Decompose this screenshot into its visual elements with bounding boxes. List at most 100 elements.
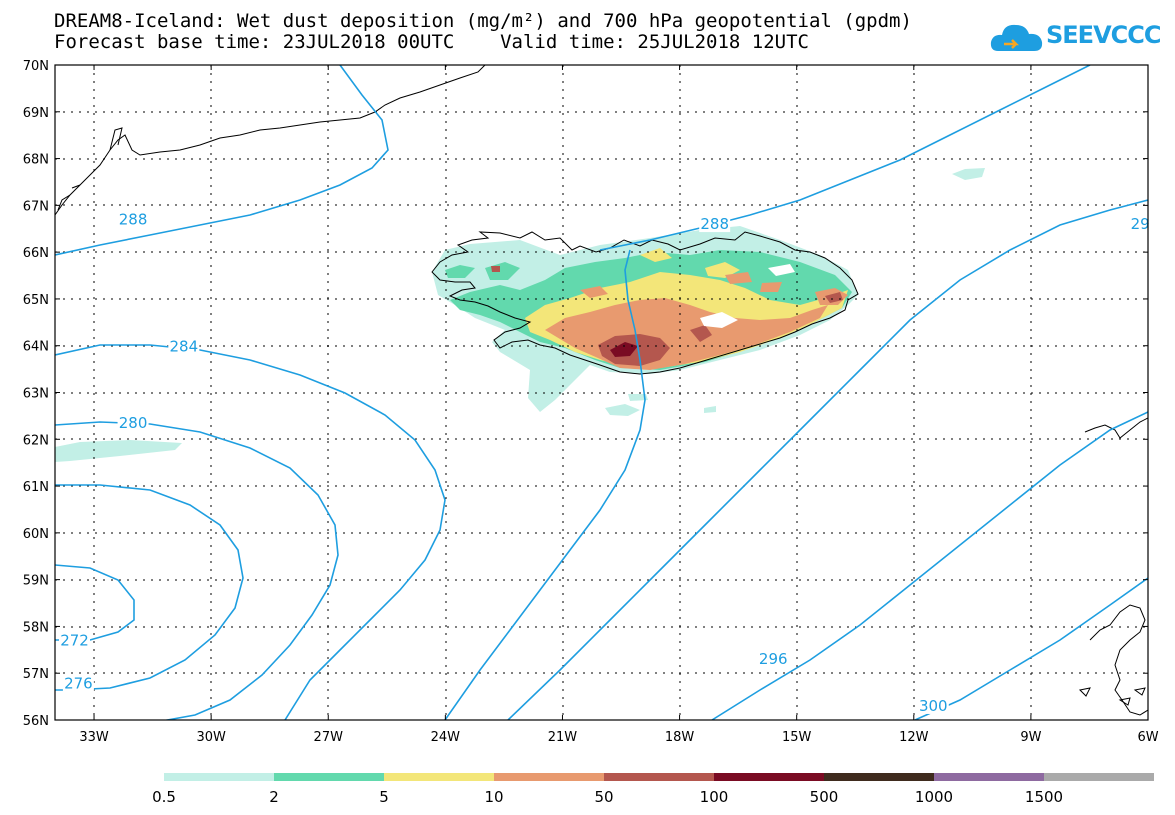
colorbar-labels: 0.5 2 5 10 50 100 500 1000 1500 xyxy=(152,788,1063,806)
deposition-0.5 xyxy=(605,404,640,416)
lat-label: 61N xyxy=(23,480,49,495)
dust-deposition-field xyxy=(55,168,985,462)
contour-label: 272 xyxy=(60,631,89,649)
contour-label-bg xyxy=(1129,214,1152,233)
contour-label-bg xyxy=(168,336,200,355)
contour-300 xyxy=(914,577,1148,720)
contour-label: 288 xyxy=(119,210,148,228)
lon-label: 27W xyxy=(314,730,344,745)
contour-label: 276 xyxy=(64,675,93,693)
lat-label: 64N xyxy=(23,340,49,355)
contour-label: 300 xyxy=(919,697,948,715)
lon-label: 21W xyxy=(548,730,578,745)
colorbar-swatch xyxy=(494,773,604,781)
colorbar-label: 100 xyxy=(700,788,729,806)
contour-296 xyxy=(711,411,1148,720)
colorbar-swatch xyxy=(604,773,714,781)
deposition-2 xyxy=(445,265,475,278)
contour-label-bg xyxy=(757,649,789,668)
graticule xyxy=(55,65,1148,720)
deposition-gap xyxy=(700,312,738,328)
lat-label: 67N xyxy=(23,199,49,214)
deposition-0.5 xyxy=(952,168,985,180)
lon-label: 9W xyxy=(1020,730,1041,745)
coastline-greenland-fjords xyxy=(57,127,123,211)
colorbar-label: 5 xyxy=(379,788,389,806)
lat-label: 62N xyxy=(23,433,49,448)
colorbar-label: 10 xyxy=(484,788,503,806)
lat-label: 65N xyxy=(23,293,49,308)
contour-292 xyxy=(507,199,1148,720)
deposition-10 xyxy=(725,272,752,284)
lat-label: 58N xyxy=(23,620,49,635)
deposition-5 xyxy=(705,262,740,278)
colorbar-swatch xyxy=(164,773,274,781)
deposition-0.5 xyxy=(628,394,648,401)
lon-label: 12W xyxy=(899,730,929,745)
lat-label: 66N xyxy=(23,246,49,261)
coastline-islands xyxy=(1078,687,1146,706)
colorbar-swatch xyxy=(1044,773,1154,781)
longitude-labels: 33W 30W 27W 24W 21W 18W 15W 12W 9W 6W xyxy=(79,730,1158,745)
colorbar-label: 2 xyxy=(269,788,279,806)
deposition-10 xyxy=(580,286,608,298)
logo-text: SEEVCCC xyxy=(1046,21,1161,49)
deposition-50 xyxy=(491,266,500,272)
coastlines xyxy=(55,65,1148,716)
lat-label: 56N xyxy=(23,714,49,729)
contour-label-bg xyxy=(117,209,149,228)
deposition-50 xyxy=(825,292,843,303)
latitude-labels: 70N 69N 68N 67N 66N 65N 64N 63N 62N 61N 60N 59N 58N 5… xyxy=(23,59,49,729)
deposition-10 xyxy=(760,282,782,292)
colorbar xyxy=(164,773,1154,781)
coastline-iceland xyxy=(431,231,859,375)
colorbar-label: 0.5 xyxy=(152,788,176,806)
lat-label: 69N xyxy=(23,106,49,121)
contour-labels: 288 288 284 280 272 276 296 300 29 xyxy=(59,209,1152,715)
lat-label: 57N xyxy=(23,667,49,682)
lon-label: 6W xyxy=(1137,730,1158,745)
lat-label: 59N xyxy=(23,574,49,589)
contour-label: 284 xyxy=(169,338,198,356)
deposition-0.5 xyxy=(55,440,182,462)
colorbar-swatch xyxy=(824,773,934,781)
contour-272 xyxy=(55,564,135,641)
contour-288-meridian xyxy=(444,249,646,720)
lon-label: 33W xyxy=(79,730,109,745)
colorbar-swatch xyxy=(274,773,384,781)
contour-288-west xyxy=(55,65,389,256)
colorbar-label: 50 xyxy=(594,788,613,806)
deposition-gap xyxy=(768,264,795,276)
lat-label: 70N xyxy=(23,59,49,74)
lon-label: 24W xyxy=(431,730,461,745)
contour-288-east xyxy=(599,65,1091,251)
colorbar-label: 500 xyxy=(810,788,839,806)
colorbar-label: 1000 xyxy=(915,788,953,806)
contour-280 xyxy=(55,421,339,720)
axis-ticks xyxy=(55,64,1149,721)
lon-label: 30W xyxy=(196,730,226,745)
deposition-0.5 xyxy=(704,406,716,413)
forecast-times: Forecast base time: 23JUL2018 00UTC Vali… xyxy=(54,31,809,53)
lat-label: 63N xyxy=(23,387,49,402)
contour-label: 280 xyxy=(119,414,148,432)
lat-label: 68N xyxy=(23,153,49,168)
contour-label-bg xyxy=(699,214,731,233)
coastline-scotland xyxy=(1089,604,1148,716)
map-title: DREAM8-Iceland: Wet dust deposition (mg/… xyxy=(54,10,912,32)
contour-label: 296 xyxy=(759,650,788,668)
contour-label: 29 xyxy=(1131,215,1150,233)
lon-label: 15W xyxy=(782,730,812,745)
contour-label-bg xyxy=(917,695,949,714)
coastline-faroe xyxy=(1084,417,1148,439)
coastline-greenland xyxy=(55,65,486,216)
colorbar-swatch xyxy=(934,773,1044,781)
colorbar-swatch xyxy=(384,773,494,781)
lon-label: 18W xyxy=(665,730,695,745)
contour-label-bg xyxy=(117,412,149,431)
contour-label: 288 xyxy=(700,215,729,233)
geopotential-contours xyxy=(55,65,1148,720)
deposition-50 xyxy=(690,325,712,342)
contour-276 xyxy=(55,484,244,691)
